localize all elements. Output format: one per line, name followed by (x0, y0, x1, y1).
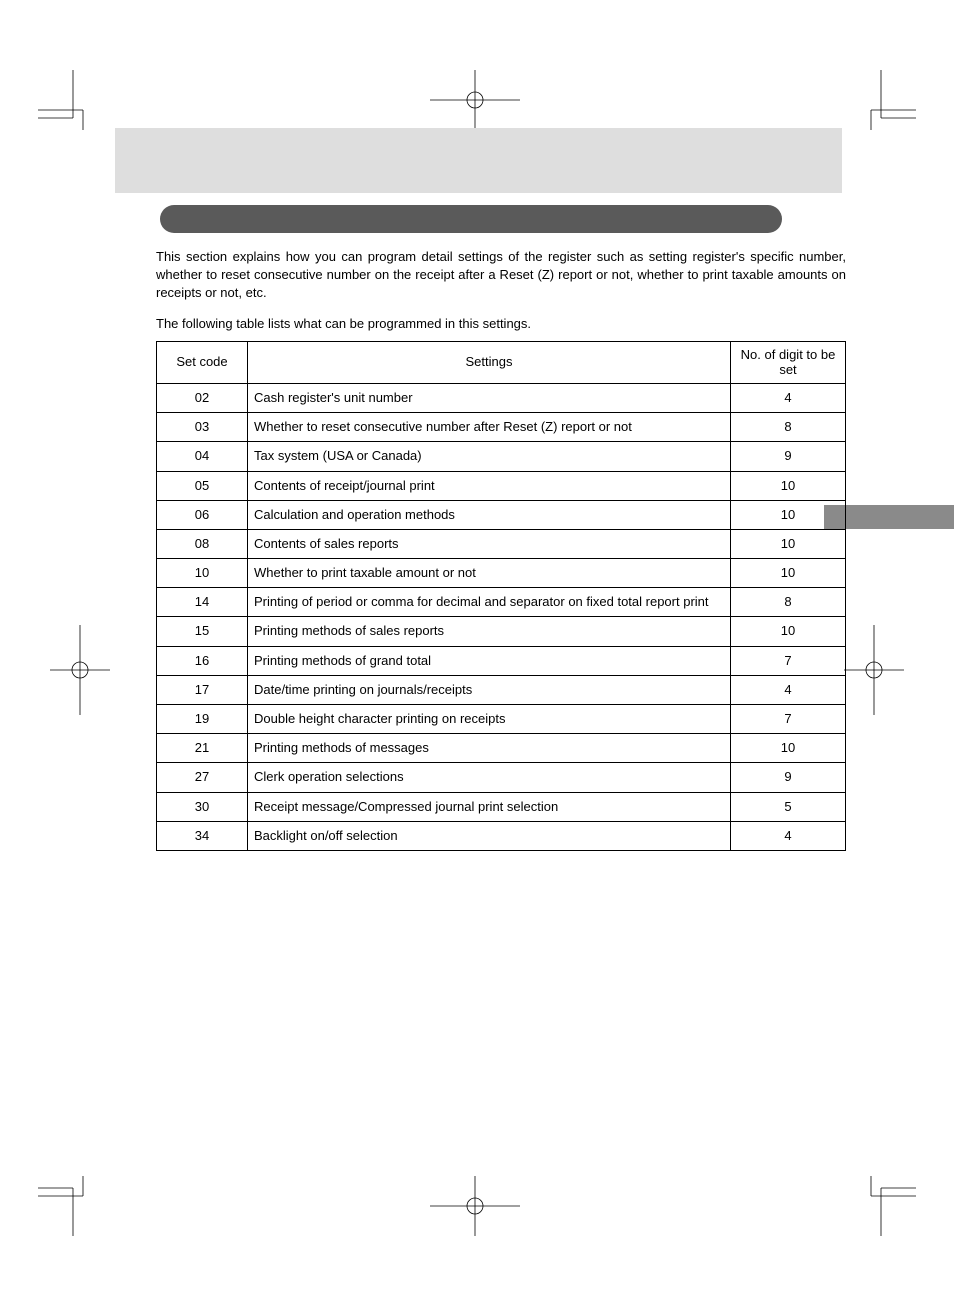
table-row: 10Whether to print taxable amount or not… (157, 559, 846, 588)
crop-mark-bottom-left (38, 1176, 98, 1236)
cell-set-code: 15 (157, 617, 248, 646)
cell-setting: Clerk operation selections (248, 763, 731, 792)
cell-set-code: 17 (157, 675, 248, 704)
table-row: 02Cash register's unit number4 (157, 383, 846, 412)
crop-mark-top-left (38, 70, 98, 130)
cell-set-code: 04 (157, 442, 248, 471)
cell-setting: Printing of period or comma for decimal … (248, 588, 731, 617)
col-header-set-code: Set code (157, 341, 248, 383)
cell-setting: Whether to print taxable amount or not (248, 559, 731, 588)
cell-digits: 4 (731, 821, 846, 850)
cell-set-code: 34 (157, 821, 248, 850)
cell-setting: Whether to reset consecutive number afte… (248, 413, 731, 442)
cell-digits: 10 (731, 529, 846, 558)
cell-set-code: 27 (157, 763, 248, 792)
cell-digits: 10 (731, 734, 846, 763)
cell-setting: Contents of sales reports (248, 529, 731, 558)
table-row: 15Printing methods of sales reports10 (157, 617, 846, 646)
cell-digits: 5 (731, 792, 846, 821)
cell-setting: Printing methods of sales reports (248, 617, 731, 646)
header-banner (115, 128, 842, 193)
table-row: 03Whether to reset consecutive number af… (157, 413, 846, 442)
cell-set-code: 16 (157, 646, 248, 675)
cell-digits: 8 (731, 413, 846, 442)
register-mark-right (844, 625, 904, 715)
cell-set-code: 14 (157, 588, 248, 617)
cell-set-code: 10 (157, 559, 248, 588)
cell-set-code: 02 (157, 383, 248, 412)
table-row: 34Backlight on/off selection4 (157, 821, 846, 850)
cell-setting: Double height character printing on rece… (248, 705, 731, 734)
crop-mark-bottom-right (856, 1176, 916, 1236)
cell-setting: Tax system (USA or Canada) (248, 442, 731, 471)
table-row: 06Calculation and operation methods10 (157, 500, 846, 529)
cell-setting: Date/time printing on journals/receipts (248, 675, 731, 704)
cell-digits: 10 (731, 500, 846, 529)
cell-set-code: 03 (157, 413, 248, 442)
table-row: 04Tax system (USA or Canada)9 (157, 442, 846, 471)
cell-set-code: 05 (157, 471, 248, 500)
table-row: 16Printing methods of grand total7 (157, 646, 846, 675)
cell-digits: 10 (731, 471, 846, 500)
cell-setting: Backlight on/off selection (248, 821, 731, 850)
cell-digits: 7 (731, 705, 846, 734)
cell-set-code: 19 (157, 705, 248, 734)
table-header-row: Set code Settings No. of digit to be set (157, 341, 846, 383)
register-mark-bottom (430, 1176, 520, 1236)
table-row: 14Printing of period or comma for decima… (157, 588, 846, 617)
table-row: 27Clerk operation selections9 (157, 763, 846, 792)
col-header-digits: No. of digit to be set (731, 341, 846, 383)
cell-setting: Contents of receipt/journal print (248, 471, 731, 500)
table-row: 08Contents of sales reports10 (157, 529, 846, 558)
cell-set-code: 21 (157, 734, 248, 763)
intro-paragraph: This section explains how you can progra… (156, 248, 846, 303)
cell-digits: 7 (731, 646, 846, 675)
crop-mark-top-right (856, 70, 916, 130)
table-row: 19Double height character printing on re… (157, 705, 846, 734)
table-intro-text: The following table lists what can be pr… (156, 315, 846, 333)
table-row: 17Date/time printing on journals/receipt… (157, 675, 846, 704)
cell-setting: Calculation and operation methods (248, 500, 731, 529)
cell-digits: 8 (731, 588, 846, 617)
cell-digits: 4 (731, 675, 846, 704)
register-mark-left (50, 625, 110, 715)
settings-table: Set code Settings No. of digit to be set… (156, 341, 846, 851)
section-title-bar (160, 205, 782, 233)
cell-set-code: 06 (157, 500, 248, 529)
page-content: This section explains how you can progra… (156, 248, 846, 851)
col-header-settings: Settings (248, 341, 731, 383)
cell-digits: 9 (731, 763, 846, 792)
table-row: 05Contents of receipt/journal print10 (157, 471, 846, 500)
cell-set-code: 08 (157, 529, 248, 558)
cell-digits: 9 (731, 442, 846, 471)
cell-setting: Printing methods of messages (248, 734, 731, 763)
cell-digits: 4 (731, 383, 846, 412)
cell-setting: Printing methods of grand total (248, 646, 731, 675)
register-mark-top (430, 70, 520, 130)
cell-setting: Cash register's unit number (248, 383, 731, 412)
cell-setting: Receipt message/Compressed journal print… (248, 792, 731, 821)
cell-digits: 10 (731, 617, 846, 646)
cell-set-code: 30 (157, 792, 248, 821)
table-row: 21Printing methods of messages10 (157, 734, 846, 763)
table-row: 30Receipt message/Compressed journal pri… (157, 792, 846, 821)
cell-digits: 10 (731, 559, 846, 588)
